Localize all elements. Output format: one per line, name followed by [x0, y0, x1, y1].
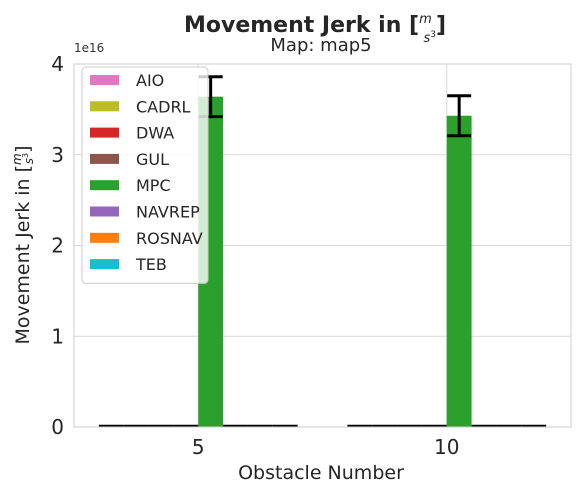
title-prefix: Movement Jerk in [	[184, 13, 419, 38]
legend: AIO CADRL DWA GUL MPC NAVREP ROSNAV TEB	[81, 66, 209, 284]
y-tick-label: 0	[51, 415, 64, 439]
legend-swatch-cadrl	[90, 101, 119, 112]
legend-swatch-navrep	[90, 206, 119, 217]
ylabel-prefix: Movement Jerk in [	[12, 165, 34, 345]
y-tick-label: 1	[51, 324, 64, 348]
ylabel-den-exp: 3	[21, 153, 30, 158]
legend-label-dwa: DWA	[136, 124, 174, 143]
ylabel-den: s	[22, 158, 36, 164]
y-tick-labels: 0 1 2 3 4	[51, 52, 64, 439]
chart-title: Movement Jerk in [m s3]	[184, 12, 446, 46]
legend-swatch-teb	[90, 259, 119, 270]
error-bars	[98, 75, 547, 428]
legend-label-cadrl: CADRL	[136, 97, 191, 116]
legend-swatch-rosnav	[90, 232, 119, 243]
x-axis-label: Obstacle Number	[238, 462, 404, 484]
x-tick-label: 10	[434, 435, 459, 459]
chart-subtitle: Map: map5	[270, 35, 371, 56]
title-den: s	[423, 31, 430, 46]
legend-swatch-dwa	[90, 127, 119, 138]
legend-label-aio: AIO	[136, 71, 164, 90]
title-num: m	[419, 12, 432, 27]
ylabel-num: m	[10, 153, 24, 165]
y-axis-label: Movement Jerk in [ms3]	[10, 145, 36, 344]
y-tick-label: 4	[51, 52, 64, 76]
legend-label-gul: GUL	[136, 150, 169, 169]
bars	[198, 96, 472, 428]
title-suffix: ]	[436, 13, 446, 38]
y-tick-label: 3	[51, 143, 64, 167]
legend-label-teb: TEB	[135, 255, 167, 274]
legend-swatch-aio	[90, 75, 119, 85]
plot-frame	[73, 63, 572, 428]
y-tick-label: 2	[51, 234, 64, 258]
legend-label-rosnav: ROSNAV	[136, 229, 203, 248]
legend-swatch-mpc	[90, 180, 119, 191]
title-den-exp: 3	[430, 30, 436, 40]
legend-swatch-gul	[90, 153, 119, 164]
legend-label-navrep: NAVREP	[136, 203, 200, 222]
axes-frame	[73, 63, 572, 428]
legend-label-mpc: MPC	[136, 176, 171, 195]
ylabel-suffix: ]	[12, 145, 34, 152]
x-tick-labels: 5 10	[192, 435, 460, 459]
y-offset-label: 1e16	[74, 41, 104, 55]
bar-mpc-10	[446, 115, 472, 427]
legend-box	[81, 66, 209, 284]
x-tick-label: 5	[192, 435, 205, 459]
